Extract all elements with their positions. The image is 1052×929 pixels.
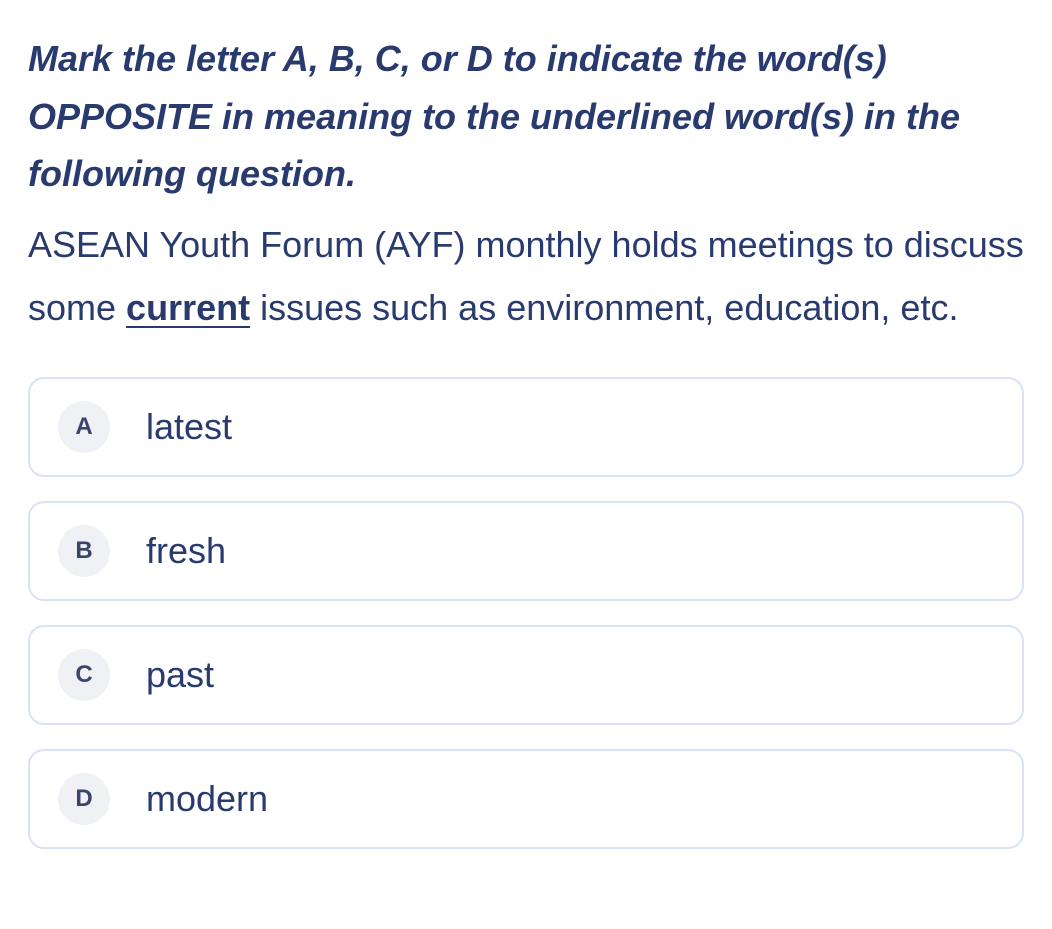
option-letter-badge: C (58, 649, 110, 701)
option-d[interactable]: D modern (28, 749, 1024, 849)
question-text: ASEAN Youth Forum (AYF) monthly holds me… (28, 213, 1024, 339)
option-c[interactable]: C past (28, 625, 1024, 725)
question-instruction: Mark the letter A, B, C, or D to indicat… (28, 30, 1024, 203)
question-underlined-word: current (126, 287, 250, 328)
option-text: past (146, 654, 214, 696)
option-text: modern (146, 778, 268, 820)
option-b[interactable]: B fresh (28, 501, 1024, 601)
option-letter-badge: D (58, 773, 110, 825)
option-a[interactable]: A latest (28, 377, 1024, 477)
options-container: A latest B fresh C past D modern (28, 377, 1024, 849)
option-text: latest (146, 406, 232, 448)
option-text: fresh (146, 530, 226, 572)
question-text-after: issues such as environment, education, e… (250, 287, 958, 328)
option-letter-badge: A (58, 401, 110, 453)
option-letter-badge: B (58, 525, 110, 577)
